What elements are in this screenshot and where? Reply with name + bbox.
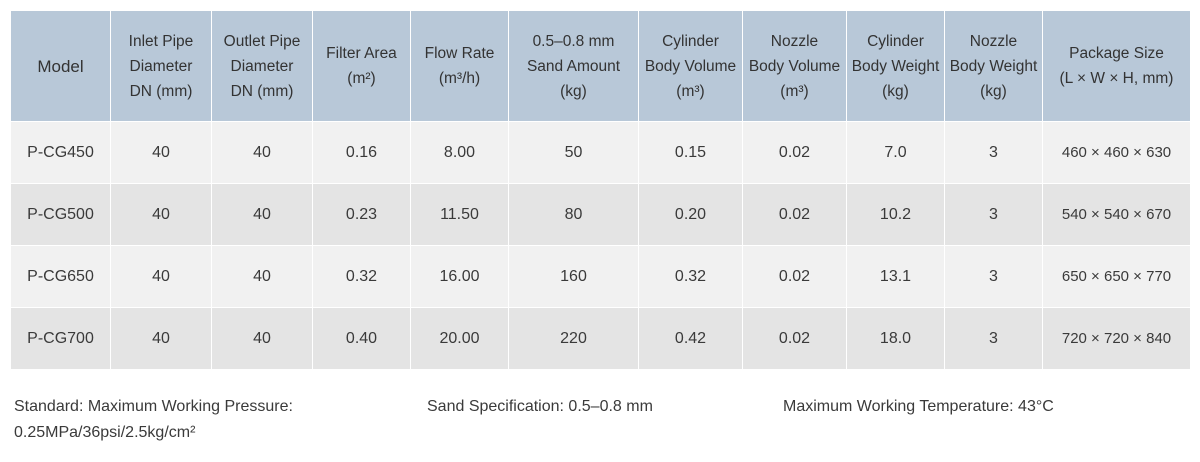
cell-sand-amount: 80 bbox=[508, 183, 639, 246]
cell-inlet-diameter: 40 bbox=[110, 121, 212, 184]
header-model: Model bbox=[10, 10, 111, 122]
header-line: Nozzle bbox=[969, 32, 1018, 50]
cell-filter-area: 0.32 bbox=[312, 245, 411, 308]
header-line: Body Volume bbox=[748, 57, 841, 75]
cell-outlet-diameter: 40 bbox=[211, 121, 313, 184]
header-line: (kg) bbox=[882, 82, 909, 100]
cell-outlet-diameter: 40 bbox=[211, 245, 313, 308]
header-line: Nozzle bbox=[770, 32, 819, 50]
cell-sand-amount: 50 bbox=[508, 121, 639, 184]
header-cylinder-volume: Cylinder Body Volume (m³) bbox=[638, 10, 743, 122]
cell-inlet-diameter: 40 bbox=[110, 307, 212, 370]
cell-cylinder-volume: 0.32 bbox=[638, 245, 743, 308]
cell-cylinder-volume: 0.42 bbox=[638, 307, 743, 370]
header-flow-rate: Flow Rate (m³/h) bbox=[410, 10, 509, 122]
cell-sand-amount: 220 bbox=[508, 307, 639, 370]
cell-model: P-CG700 bbox=[10, 307, 111, 370]
cell-cylinder-weight: 18.0 bbox=[846, 307, 945, 370]
header-line: (m³) bbox=[780, 82, 809, 100]
header-line: Flow Rate bbox=[424, 45, 495, 62]
cell-filter-area: 0.40 bbox=[312, 307, 411, 370]
header-line: Package Size bbox=[1069, 45, 1164, 62]
cell-package-size: 460 × 460 × 630 bbox=[1042, 121, 1191, 184]
cell-model: P-CG500 bbox=[10, 183, 111, 246]
cell-nozzle-weight: 3 bbox=[944, 121, 1043, 184]
sand-specification-note: Sand Specification: 0.5–0.8 mm bbox=[427, 398, 653, 415]
header-line: DN (mm) bbox=[230, 82, 294, 100]
header-line: Body Weight bbox=[949, 57, 1038, 75]
header-line: (kg) bbox=[980, 82, 1007, 100]
header-inlet-pipe: Inlet Pipe Diameter DN (mm) bbox=[110, 10, 212, 122]
header-outlet-pipe: Outlet Pipe Diameter DN (mm) bbox=[211, 10, 313, 122]
cell-nozzle-weight: 3 bbox=[944, 245, 1043, 308]
cell-nozzle-volume: 0.02 bbox=[742, 307, 847, 370]
header-line: Cylinder bbox=[662, 32, 719, 50]
standard-pressure-label: Standard: Maximum Working Pressure: bbox=[14, 398, 293, 415]
header-package-size: Package Size (L × W × H, mm) bbox=[1042, 10, 1191, 122]
header-line: DN (mm) bbox=[129, 82, 193, 100]
header-line: 0.5–0.8 mm bbox=[532, 32, 615, 50]
header-line: Cylinder bbox=[867, 32, 924, 50]
cell-flow-rate: 20.00 bbox=[410, 307, 509, 370]
max-temperature-note: Maximum Working Temperature: 43°C bbox=[783, 398, 1054, 415]
specification-table: Model Inlet Pipe Diameter DN (mm) Outlet… bbox=[10, 10, 1191, 370]
header-sand-amount: 0.5–0.8 mm Sand Amount (kg) bbox=[508, 10, 639, 122]
header-line: Body Volume bbox=[644, 57, 737, 75]
cell-nozzle-volume: 0.02 bbox=[742, 121, 847, 184]
header-line: (kg) bbox=[560, 82, 587, 100]
header-line: (L × W × H, mm) bbox=[1059, 70, 1174, 87]
cell-cylinder-volume: 0.20 bbox=[638, 183, 743, 246]
header-line: Model bbox=[37, 56, 84, 76]
header-line: Diameter bbox=[129, 57, 193, 75]
cell-filter-area: 0.16 bbox=[312, 121, 411, 184]
standard-pressure-value: 0.25MPa/36psi/2.5kg/cm² bbox=[14, 424, 196, 441]
table-row: P-CG500 40 40 0.23 11.50 80 0.20 0.02 10… bbox=[10, 183, 1191, 246]
header-cylinder-weight: Cylinder Body Weight (kg) bbox=[846, 10, 945, 122]
header-line: Sand Amount bbox=[526, 57, 621, 75]
cell-package-size: 720 × 720 × 840 bbox=[1042, 307, 1191, 370]
cell-flow-rate: 16.00 bbox=[410, 245, 509, 308]
header-line: (m³/h) bbox=[438, 70, 481, 87]
table-row: P-CG700 40 40 0.40 20.00 220 0.42 0.02 1… bbox=[10, 307, 1191, 370]
cell-cylinder-weight: 10.2 bbox=[846, 183, 945, 246]
cell-outlet-diameter: 40 bbox=[211, 183, 313, 246]
cell-filter-area: 0.23 bbox=[312, 183, 411, 246]
cell-package-size: 650 × 650 × 770 bbox=[1042, 245, 1191, 308]
cell-cylinder-volume: 0.15 bbox=[638, 121, 743, 184]
cell-flow-rate: 11.50 bbox=[410, 183, 509, 246]
header-filter-area: Filter Area (m²) bbox=[312, 10, 411, 122]
header-line: Filter Area bbox=[326, 45, 397, 62]
header-row: Model Inlet Pipe Diameter DN (mm) Outlet… bbox=[10, 10, 1191, 122]
header-line: Inlet Pipe bbox=[128, 32, 194, 50]
header-line: (m²) bbox=[347, 70, 376, 87]
cell-outlet-diameter: 40 bbox=[211, 307, 313, 370]
header-line: (m³) bbox=[676, 82, 705, 100]
cell-inlet-diameter: 40 bbox=[110, 183, 212, 246]
cell-cylinder-weight: 7.0 bbox=[846, 121, 945, 184]
header-nozzle-weight: Nozzle Body Weight (kg) bbox=[944, 10, 1043, 122]
table-row: P-CG450 40 40 0.16 8.00 50 0.15 0.02 7.0… bbox=[10, 121, 1191, 184]
cell-flow-rate: 8.00 bbox=[410, 121, 509, 184]
cell-cylinder-weight: 13.1 bbox=[846, 245, 945, 308]
cell-model: P-CG450 bbox=[10, 121, 111, 184]
cell-nozzle-weight: 3 bbox=[944, 183, 1043, 246]
cell-nozzle-weight: 3 bbox=[944, 307, 1043, 370]
header-line: Body Weight bbox=[851, 57, 940, 75]
cell-nozzle-volume: 0.02 bbox=[742, 245, 847, 308]
cell-sand-amount: 160 bbox=[508, 245, 639, 308]
table-row: P-CG650 40 40 0.32 16.00 160 0.32 0.02 1… bbox=[10, 245, 1191, 308]
cell-nozzle-volume: 0.02 bbox=[742, 183, 847, 246]
header-line: Diameter bbox=[230, 57, 294, 75]
cell-model: P-CG650 bbox=[10, 245, 111, 308]
standard-pressure-note: Standard: Maximum Working Pressure: 0.25… bbox=[14, 394, 354, 446]
header-line: Outlet Pipe bbox=[223, 32, 301, 50]
header-nozzle-volume: Nozzle Body Volume (m³) bbox=[742, 10, 847, 122]
cell-inlet-diameter: 40 bbox=[110, 245, 212, 308]
cell-package-size: 540 × 540 × 670 bbox=[1042, 183, 1191, 246]
